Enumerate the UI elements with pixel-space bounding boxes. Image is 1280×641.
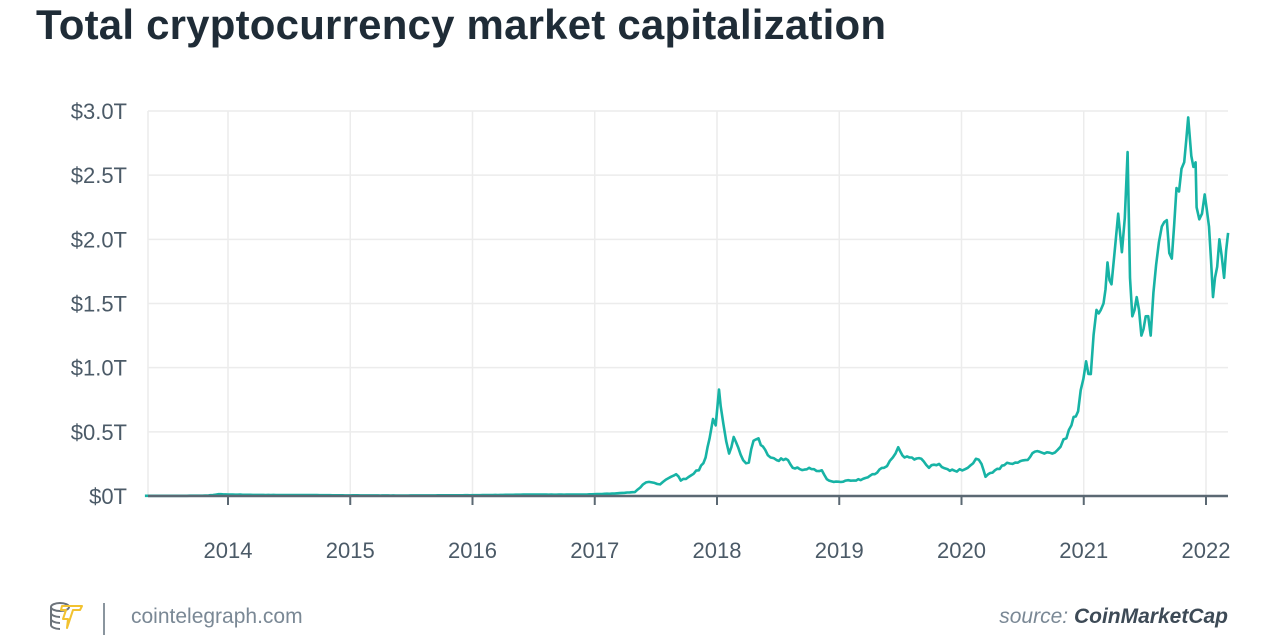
line-chart: $0T$0.5T$1.0T$1.5T$2.0T$2.5T$3.0T 2014 20… [71,99,1231,563]
x-tick-label: 2018 [693,538,742,563]
x-tick-label: 2017 [570,538,619,563]
y-axis-ticks: $0T $0.5T $1.0T $1.5T $2.0T $2.5T $3.0T [71,99,127,509]
y-tick-label: $0.5T [71,420,127,445]
y-tick-label: $1.0T [71,356,127,381]
source-prefix: source: [999,605,1069,628]
footer-source: source: CoinMarketCap [999,605,1228,629]
y-tick-label: $0T [89,484,127,509]
y-tick-label: $1.5T [71,292,127,317]
x-tick-label: 2022 [1182,538,1231,563]
footer-divider [103,603,105,635]
x-tick-label: 2015 [326,538,375,563]
gridlines [147,110,1228,496]
y-tick-label: $2.0T [71,227,127,252]
cointelegraph-logo-icon [48,600,88,641]
x-tick-label: 2014 [204,538,253,563]
market-cap-line [144,116,1230,498]
footer-site-link[interactable]: cointelegraph.com [131,605,303,628]
y-tick-label: $2.5T [71,163,127,188]
source-name: CoinMarketCap [1073,605,1228,628]
x-axis-ticks: 2014 2015 2016 2017 2018 2019 2020 2021 2022 [204,496,1231,563]
chart-title: Total cryptocurrency market capitalizati… [36,1,887,48]
y-tick-label: $3.0T [71,99,127,124]
x-tick-label: 2016 [448,538,497,563]
x-tick-label: 2020 [937,538,986,563]
x-tick-label: 2021 [1059,538,1108,563]
x-tick-label: 2019 [815,538,864,563]
